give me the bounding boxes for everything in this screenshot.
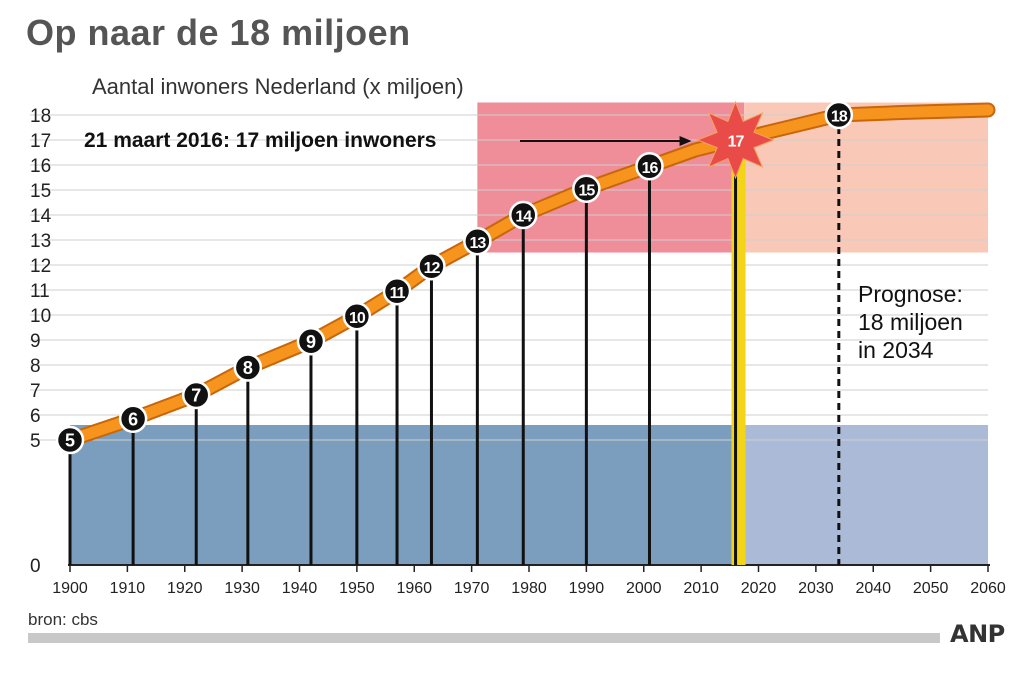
y-axis-label: Aantal inwoners Nederland (x miljoen) bbox=[92, 74, 464, 99]
milestone-label: 5 bbox=[65, 431, 75, 451]
annotation-arrow-head bbox=[679, 136, 692, 146]
milestone-marker bbox=[382, 277, 412, 306]
chart-title: Op naar de 18 miljoen bbox=[26, 12, 411, 53]
milestone-label: 17 bbox=[728, 134, 745, 151]
milestone-label: 9 bbox=[306, 332, 316, 352]
milestone-marker bbox=[635, 152, 664, 181]
x-tick-label: 1930 bbox=[224, 580, 260, 597]
x-tick-label: 1980 bbox=[511, 580, 547, 597]
y-tick-label: 18 bbox=[30, 106, 51, 127]
y-tick-label: 10 bbox=[30, 306, 51, 327]
marker-2016-yellow bbox=[731, 140, 746, 565]
x-tick-label: 1900 bbox=[52, 580, 88, 597]
blue-band-forecast bbox=[744, 425, 988, 565]
footer-bar bbox=[28, 633, 940, 643]
milestone-label: 13 bbox=[469, 235, 486, 252]
x-tick-label: 2010 bbox=[683, 580, 719, 597]
y-tick-label: 0 bbox=[30, 556, 41, 577]
milestone-label: 12 bbox=[424, 260, 441, 277]
x-tick-label: 2020 bbox=[741, 580, 777, 597]
x-tick-label: 2040 bbox=[855, 580, 891, 597]
x-tick-label: 1990 bbox=[569, 580, 605, 597]
milestone-marker bbox=[181, 380, 211, 410]
y-tick-label: 11 bbox=[30, 281, 50, 302]
milestone-marker bbox=[233, 353, 263, 382]
x-tick-label: 2050 bbox=[913, 580, 949, 597]
x-tick-label: 1940 bbox=[282, 580, 318, 597]
y-tick-label: 6 bbox=[30, 406, 41, 427]
y-tick-label: 12 bbox=[30, 256, 51, 277]
blue-band bbox=[70, 425, 745, 565]
milestone-label: 14 bbox=[515, 209, 532, 226]
milestone-marker bbox=[509, 200, 538, 230]
milestone-marker bbox=[463, 227, 492, 256]
x-tick-label: 1920 bbox=[167, 580, 203, 597]
y-tick-label: 17 bbox=[30, 131, 51, 152]
y-tick-label: 16 bbox=[30, 156, 51, 177]
y-tick-label: 13 bbox=[30, 231, 51, 252]
y-tick-label: 14 bbox=[30, 206, 52, 227]
milestone-marker bbox=[118, 404, 148, 433]
milestone-label: 10 bbox=[349, 310, 366, 327]
source-label: bron: cbs bbox=[28, 610, 98, 629]
x-tick-label: 1910 bbox=[110, 580, 146, 597]
annotation-prognose-line: 18 miljoen bbox=[858, 309, 963, 335]
milestone-marker bbox=[342, 302, 372, 331]
milestone-label: 15 bbox=[578, 182, 595, 199]
x-tick-label: 2030 bbox=[798, 580, 834, 597]
y-tick-label: 8 bbox=[30, 356, 41, 377]
x-tick-label: 1950 bbox=[339, 580, 375, 597]
milestone-label: 18 bbox=[831, 109, 848, 126]
milestone-marker bbox=[824, 100, 854, 130]
y-tick-label: 15 bbox=[30, 181, 51, 202]
milestone-label: 7 bbox=[191, 386, 201, 406]
x-tick-label: 2000 bbox=[626, 580, 662, 597]
milestone-label: 16 bbox=[642, 160, 659, 177]
milestone-label: 8 bbox=[243, 358, 253, 378]
annotation-2016: 21 maart 2016: 17 miljoen inwoners bbox=[84, 129, 437, 152]
annotation-prognose-line: in 2034 bbox=[858, 337, 934, 363]
annotation-prognose-line: Prognose: bbox=[858, 281, 963, 307]
milestone-17-star bbox=[696, 100, 775, 180]
milestone-marker bbox=[417, 252, 446, 281]
y-tick-label: 9 bbox=[30, 331, 41, 352]
milestone-marker bbox=[572, 174, 601, 203]
anp-logo: ANP bbox=[950, 620, 1005, 648]
milestone-marker bbox=[55, 425, 85, 455]
milestone-marker bbox=[296, 327, 326, 356]
milestone-label: 6 bbox=[128, 409, 138, 429]
x-tick-label: 1970 bbox=[454, 580, 490, 597]
y-tick-label: 7 bbox=[30, 381, 41, 402]
x-tick-label: 2060 bbox=[970, 580, 1006, 597]
y-tick-label: 5 bbox=[30, 431, 41, 452]
milestone-label: 11 bbox=[390, 285, 406, 302]
x-tick-label: 1960 bbox=[396, 580, 432, 597]
